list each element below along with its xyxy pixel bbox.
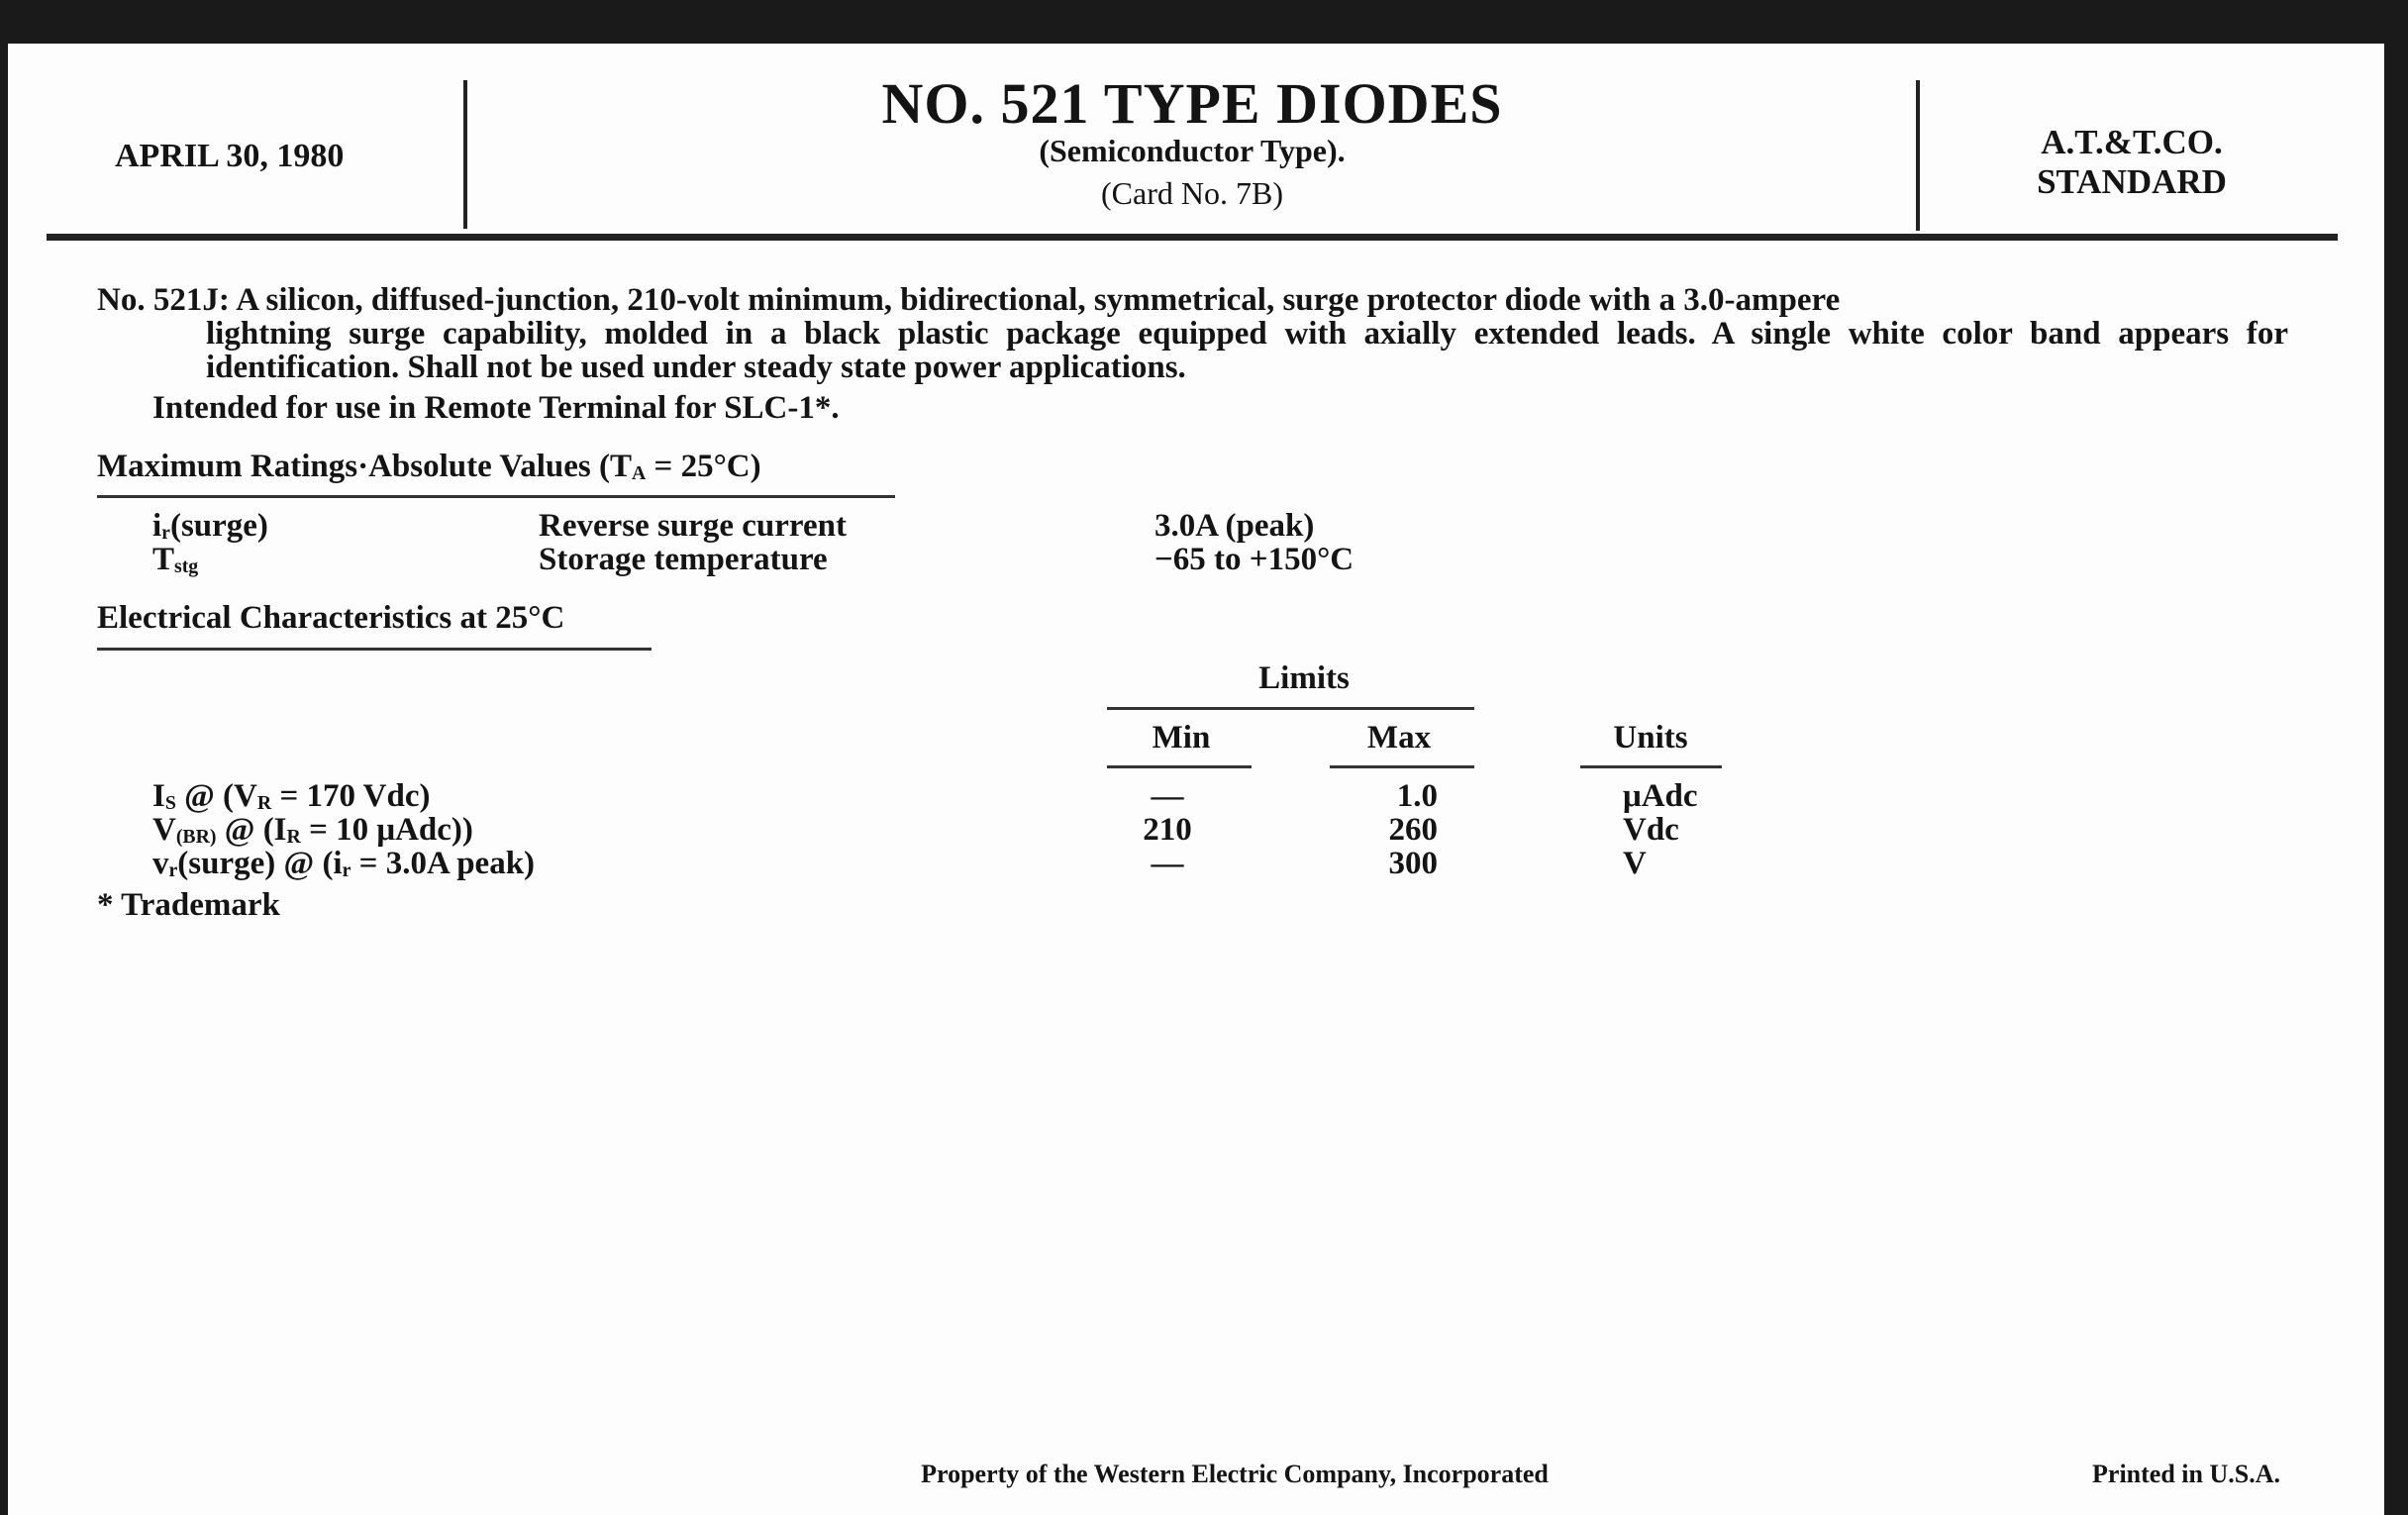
units-rule — [1580, 765, 1722, 768]
description: No. 521J: A silicon, diffused-junction, … — [97, 283, 2288, 384]
subscript: r — [168, 858, 178, 881]
limits-rule — [1107, 707, 1474, 710]
card-number: (Card No. 7B) — [1101, 175, 1283, 211]
footnote-trademark: * Trademark — [97, 887, 280, 923]
text-segment: = 170 Vdc) — [271, 778, 431, 814]
footer-printed: Printed in U.S.A. — [2092, 1460, 2280, 1488]
limits-label: Limits — [1258, 660, 1350, 696]
header-divider-right — [1916, 80, 1920, 231]
characteristic-param: V(BR) @ (IR = 10 μAdc)) — [152, 814, 473, 848]
characteristic-units: μAdc — [1623, 778, 1698, 814]
subscript: r — [161, 521, 170, 544]
subscript: S — [164, 791, 176, 814]
header-rule — [47, 234, 2338, 241]
column-max: Max — [1366, 720, 1432, 756]
page-title: NO. 521 TYPE DIODES — [881, 71, 1503, 136]
header-divider-left — [463, 80, 467, 229]
issue-date: APRIL 30, 1980 — [115, 138, 345, 174]
text-segment: v — [152, 846, 169, 881]
electrical-heading: Electrical Characteristics at 25°C — [97, 600, 565, 636]
max-rule — [1330, 765, 1474, 768]
characteristic-max: 1.0 — [1396, 778, 1438, 814]
footer-property: Property of the Western Electric Company… — [921, 1460, 1549, 1488]
spec-card — [8, 44, 2384, 1515]
characteristic-param: vr(surge) @ (ir = 3.0A peak) — [152, 848, 535, 881]
org-standard: STANDARD — [2037, 162, 2227, 201]
text-segment: (surge) @ (i — [177, 846, 343, 881]
column-min: Min — [1152, 720, 1211, 756]
description-lead: No. 521J: A silicon, diffused-junction, … — [97, 282, 1841, 318]
rating-value: −65 to +150°C — [1154, 542, 1354, 577]
subscript: R — [286, 825, 301, 848]
characteristic-min: — — [1151, 846, 1184, 881]
characteristic-min: — — [1151, 778, 1184, 814]
text-segment: = 25°C) — [646, 449, 761, 484]
rating-description: Storage temperature — [539, 542, 828, 577]
characteristic-units: V — [1623, 846, 1647, 881]
text-segment: V — [152, 812, 176, 848]
subscript: stg — [174, 555, 199, 577]
subscript: r — [342, 858, 351, 881]
characteristic-param: IS @ (VR = 170 Vdc) — [152, 780, 430, 814]
org-name: A.T.&T.CO. — [2041, 123, 2223, 161]
characteristic-units: Vdc — [1623, 812, 1679, 848]
subscript: A — [632, 461, 647, 484]
characteristic-max: 300 — [1388, 846, 1439, 881]
min-rule — [1107, 765, 1252, 768]
description-continuation: lightning surge capability, molded in a … — [206, 316, 2288, 385]
text-segment: @ (V — [175, 778, 257, 814]
rating-symbol: ir(surge) — [152, 510, 268, 544]
subscript: R — [256, 791, 272, 814]
text-segment: (surge) — [169, 508, 268, 544]
characteristic-max: 260 — [1388, 812, 1439, 848]
text-segment: i — [152, 508, 162, 544]
subscript: (BR) — [175, 825, 217, 848]
electrical-rule — [97, 648, 652, 651]
intended-use: Intended for use in Remote Terminal for … — [152, 390, 840, 426]
rating-value: 3.0A (peak) — [1154, 508, 1315, 544]
rating-symbol: Tstg — [152, 544, 198, 577]
text-segment: = 10 μAdc)) — [300, 812, 473, 848]
rating-description: Reverse surge current — [539, 508, 847, 544]
text-segment: Maximum Ratings·Absolute Values (T — [97, 449, 632, 484]
max-ratings-rule — [97, 495, 895, 498]
text-segment: T — [152, 542, 175, 577]
text-segment: = 3.0A peak) — [351, 846, 536, 881]
text-segment: I — [152, 778, 165, 814]
column-units: Units — [1613, 720, 1688, 756]
max-ratings-heading: Maximum Ratings·Absolute Values (TA = 25… — [97, 451, 761, 484]
text-segment: @ (I — [216, 812, 287, 848]
characteristic-min: 210 — [1143, 812, 1192, 848]
page-subtitle: (Semiconductor Type). — [1039, 133, 1346, 168]
